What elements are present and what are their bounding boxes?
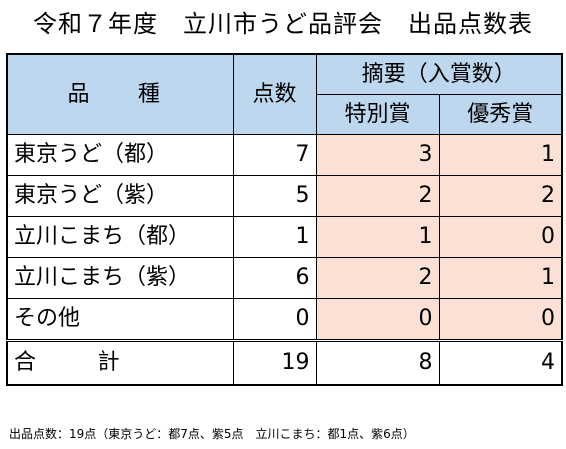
page-title: 令和７年度 立川市うど品評会 出品点数表 (33, 10, 533, 38)
count-cell: 6 (232, 257, 317, 299)
entries-table: 品 種 点数 摘要（入賞数） 特別賞 優秀賞 東京うど（都） 7 3 1 東京う… (6, 53, 564, 386)
excellence-award-cell: 0 (438, 216, 564, 258)
table-row: 東京うど（紫） 5 2 2 (6, 175, 564, 217)
header-count: 点数 (232, 53, 317, 135)
total-row: 合 計 19 8 4 (6, 339, 564, 386)
excellence-award-cell: 1 (438, 134, 564, 176)
header-excellence-award: 優秀賞 (438, 94, 564, 135)
header-summary: 摘要（入賞数） (315, 53, 564, 95)
variety-cell: 東京うど（都） (6, 134, 234, 176)
variety-cell: その他 (6, 298, 234, 341)
special-award-cell: 2 (315, 257, 440, 299)
header-special-award: 特別賞 (315, 94, 440, 135)
total-label-cell: 合 計 (6, 339, 234, 386)
excellence-award-cell: 0 (438, 298, 564, 341)
special-award-cell: 0 (315, 298, 440, 341)
variety-cell: 東京うど（紫） (6, 175, 234, 217)
table-row: その他 0 0 0 (6, 298, 564, 341)
variety-cell: 立川こまち（紫） (6, 257, 234, 299)
special-award-cell: 3 (315, 134, 440, 176)
table-row: 立川こまち（都） 1 1 0 (6, 216, 564, 258)
total-label: 合 計 (14, 350, 140, 375)
count-cell: 0 (232, 298, 317, 341)
total-excellence-award-cell: 4 (438, 339, 564, 386)
special-award-cell: 1 (315, 216, 440, 258)
total-count-cell: 19 (232, 339, 317, 386)
excellence-award-cell: 2 (438, 175, 564, 217)
total-special-award-cell: 8 (315, 339, 440, 386)
special-award-cell: 2 (315, 175, 440, 217)
count-cell: 1 (232, 216, 317, 258)
excellence-award-cell: 1 (438, 257, 564, 299)
variety-cell: 立川こまち（都） (6, 216, 234, 258)
header-variety: 品 種 (6, 53, 234, 135)
header-variety-label: 品 種 (67, 81, 174, 107)
table-row: 立川こまち（紫） 6 2 1 (6, 257, 564, 299)
count-cell: 7 (232, 134, 317, 176)
footnote: 出品点数：19点（東京うど：都7点、紫5点 立川こまち：都1点、紫6点） (9, 427, 415, 441)
table-row: 東京うど（都） 7 3 1 (6, 134, 564, 176)
count-cell: 5 (232, 175, 317, 217)
